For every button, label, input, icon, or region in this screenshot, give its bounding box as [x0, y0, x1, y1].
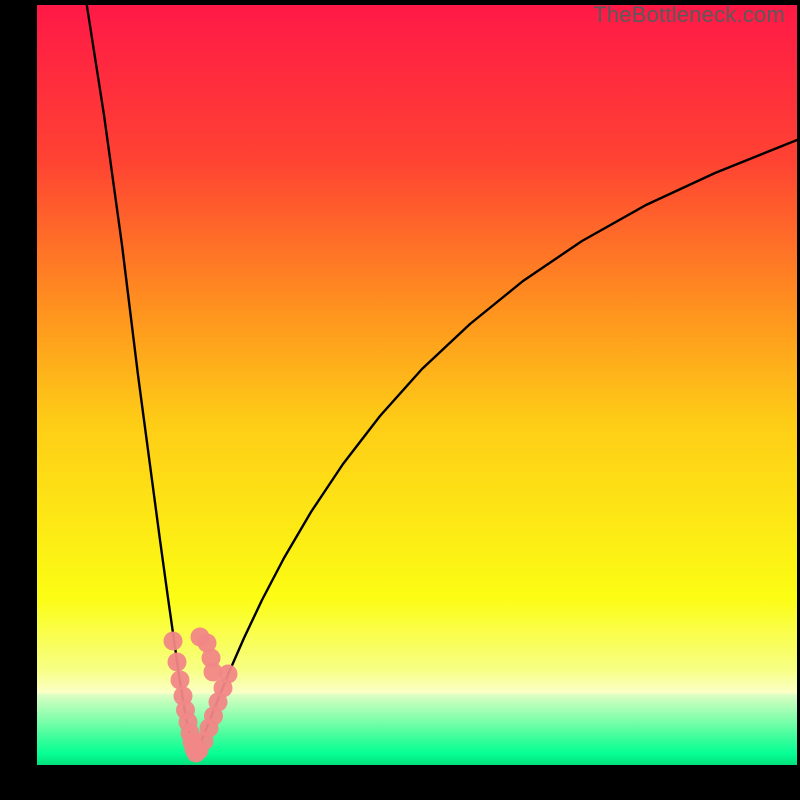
marker-dot — [204, 663, 223, 682]
chart-svg — [0, 0, 800, 800]
marker-dot — [191, 628, 210, 647]
marker-dot — [164, 632, 183, 651]
marker-dot — [171, 671, 190, 690]
chart-container: TheBottleneck.com — [0, 0, 800, 800]
plot-background — [37, 5, 797, 765]
marker-dot — [168, 653, 187, 672]
